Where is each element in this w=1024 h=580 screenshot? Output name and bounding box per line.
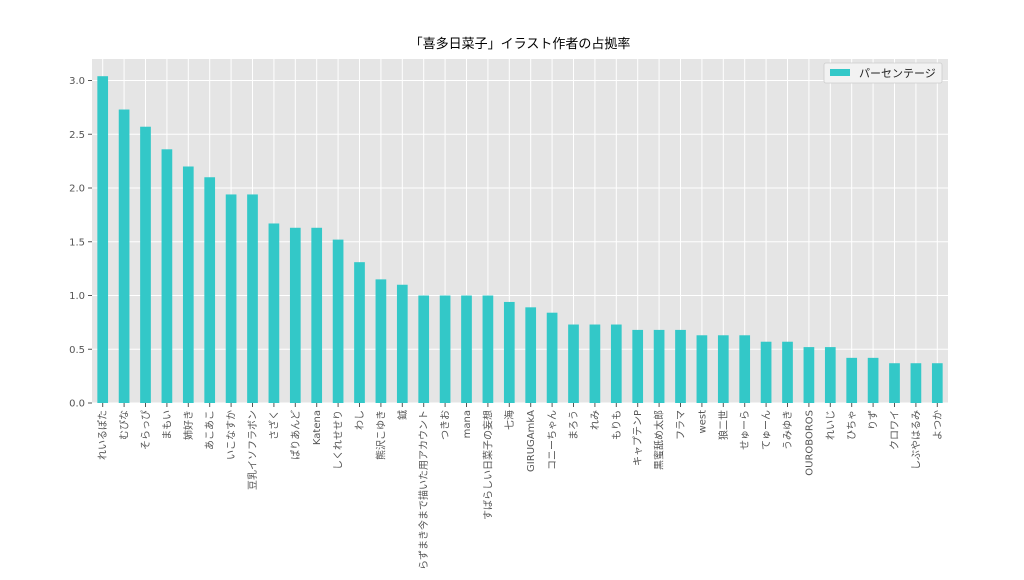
bar bbox=[461, 295, 472, 403]
bar bbox=[289, 227, 301, 403]
x-tick-label: フラマ bbox=[675, 410, 687, 440]
bar bbox=[610, 324, 622, 403]
y-tick-label: 0.5 bbox=[69, 345, 85, 356]
x-tick-label: 七海 bbox=[503, 410, 516, 430]
x-tick-label: れいるぽた bbox=[97, 410, 109, 460]
bar bbox=[589, 324, 601, 403]
y-tick-label: 0.0 bbox=[69, 399, 85, 410]
y-tick-label: 1.5 bbox=[69, 237, 85, 248]
x-tick-label: むぴな bbox=[119, 410, 131, 440]
x-tick-label: OUROBOROS bbox=[804, 410, 815, 476]
bar bbox=[910, 363, 922, 403]
x-tick-label: 姉好き bbox=[182, 410, 195, 440]
x-tick-label: れみ bbox=[589, 410, 601, 430]
bar bbox=[846, 357, 858, 403]
x-tick-label: しくれせせり bbox=[333, 410, 345, 470]
bar bbox=[889, 363, 900, 403]
x-tick-label: ひちゃ bbox=[846, 410, 858, 440]
legend-label: パーセンテージ bbox=[859, 67, 936, 80]
legend-swatch bbox=[830, 69, 850, 76]
x-tick-label: よつか bbox=[932, 410, 944, 440]
y-tick-label: 1.0 bbox=[69, 291, 85, 302]
bar bbox=[696, 335, 708, 403]
bar bbox=[140, 126, 151, 403]
bar bbox=[782, 341, 793, 403]
x-tick-label: 豆乳イソフラボン bbox=[246, 410, 259, 490]
bar bbox=[247, 194, 258, 403]
bar bbox=[803, 347, 815, 403]
x-tick-label: もりも bbox=[611, 410, 623, 440]
bar bbox=[675, 329, 686, 403]
bar bbox=[568, 324, 579, 403]
bar bbox=[717, 335, 729, 403]
chart-title: 「喜多日菜子」イラスト作者の占拠率 bbox=[410, 36, 631, 52]
x-tick-label: 狼二世 bbox=[717, 410, 730, 440]
y-tick-label: 3.0 bbox=[69, 76, 85, 87]
bar bbox=[503, 301, 515, 403]
bar bbox=[332, 239, 344, 403]
bar bbox=[182, 166, 194, 403]
bar bbox=[632, 329, 644, 403]
bar bbox=[375, 279, 387, 403]
bar bbox=[867, 357, 879, 403]
x-tick-label: そらっぴ bbox=[140, 410, 152, 450]
x-tick-label: りず bbox=[868, 410, 880, 430]
x-tick-label: Katena bbox=[312, 410, 323, 445]
x-tick-label: まろう bbox=[568, 410, 580, 440]
x-tick-label: あこあこ bbox=[204, 410, 216, 450]
x-tick-label: いこなすか bbox=[226, 410, 238, 460]
bar bbox=[97, 76, 109, 403]
legend-box bbox=[823, 62, 943, 84]
x-tick-label: てゅーん bbox=[761, 410, 773, 450]
x-tick-label: キャプテンP bbox=[632, 410, 644, 466]
bar bbox=[482, 295, 494, 403]
bar bbox=[396, 284, 408, 403]
x-tick-label: らずまき今まで描いた用アカウント bbox=[417, 410, 430, 570]
bar bbox=[739, 335, 751, 403]
bar bbox=[439, 295, 451, 403]
bar bbox=[268, 223, 280, 403]
bar bbox=[225, 194, 237, 403]
x-tick-label: れいじ bbox=[825, 410, 837, 440]
bar bbox=[161, 149, 173, 403]
x-tick-label: さざく bbox=[267, 410, 280, 440]
bar bbox=[418, 295, 430, 403]
x-tick-label: GIRUGAmkA bbox=[526, 410, 537, 472]
bar bbox=[204, 177, 216, 403]
x-tick-label: うみゆき bbox=[782, 410, 794, 450]
x-tick-label: わし bbox=[354, 410, 366, 430]
x-tick-label: すばらしい日菜子の妄想 bbox=[481, 410, 494, 520]
x-tick-label: コニーちゃん bbox=[547, 410, 559, 470]
x-tick-label: クロワイ bbox=[889, 410, 901, 450]
x-tick-label: 熊沢こゆき bbox=[374, 410, 387, 460]
bar bbox=[525, 307, 537, 403]
bar bbox=[760, 341, 772, 403]
x-tick-label: つきお bbox=[440, 410, 452, 440]
bar bbox=[824, 347, 836, 403]
x-tick-label: まもい bbox=[161, 410, 173, 440]
y-tick-label: 2.5 bbox=[69, 130, 85, 141]
bar bbox=[653, 329, 665, 403]
x-tick-label: しぶやはるみ bbox=[910, 410, 922, 470]
x-tick-label: せゅーら bbox=[739, 410, 751, 450]
x-tick-label: mana bbox=[462, 410, 473, 438]
x-tick-label: 黒蜜舐め太郎 bbox=[653, 410, 666, 470]
x-tick-label: west bbox=[697, 410, 708, 434]
y-tick-label: 2.0 bbox=[69, 184, 85, 195]
plot-background bbox=[92, 59, 948, 403]
bar bbox=[311, 227, 323, 403]
bar bbox=[118, 109, 130, 404]
x-tick-label: ぱりあんど bbox=[290, 410, 302, 460]
bar bbox=[354, 262, 365, 403]
x-tick-label: 鉞 bbox=[396, 410, 409, 420]
bar bbox=[931, 363, 943, 403]
bar bbox=[546, 312, 558, 403]
